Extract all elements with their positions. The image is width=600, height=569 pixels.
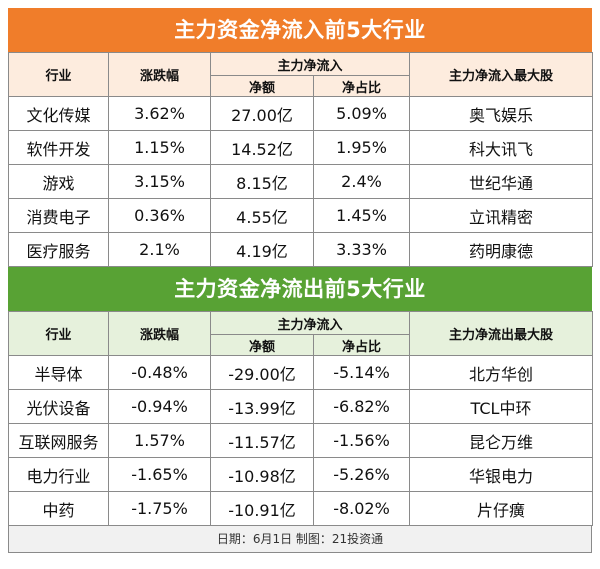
inflow-header-net-ratio: 净占比 <box>312 75 411 97</box>
net-amount-cell: 27.00亿 <box>210 96 314 131</box>
table-row: 光伏设备 -0.94% -13.99亿 -6.82% TCL中环 <box>8 389 594 424</box>
net-ratio-cell: -6.82% <box>312 389 411 424</box>
net-amount-cell: 8.15亿 <box>210 164 314 199</box>
top-stock-cell: 奥飞娱乐 <box>409 96 594 131</box>
net-ratio-cell: 3.33% <box>312 232 411 267</box>
top-stock-cell: 片仔癀 <box>409 491 594 526</box>
industry-cell: 消费电子 <box>8 198 109 233</box>
industry-cell: 游戏 <box>8 164 109 199</box>
change-cell: 3.62% <box>108 96 211 131</box>
outflow-header-top-stock: 主力净流出最大股 <box>409 311 594 356</box>
change-cell: -1.75% <box>108 491 211 526</box>
inflow-header-industry: 行业 <box>8 52 109 97</box>
table-row: 医疗服务 2.1% 4.19亿 3.33% 药明康德 <box>8 232 594 267</box>
outflow-header-net-ratio: 净占比 <box>312 334 411 356</box>
net-amount-cell: -29.00亿 <box>210 355 314 390</box>
net-amount-cell: 4.19亿 <box>210 232 314 267</box>
outflow-subheader-row: 净额 净占比 <box>9 334 593 356</box>
table-row: 软件开发 1.15% 14.52亿 1.95% 科大讯飞 <box>8 130 594 165</box>
inflow-subheader-row: 净额 净占比 <box>9 75 593 97</box>
net-ratio-cell: 1.95% <box>312 130 411 165</box>
top-stock-cell: 世纪华通 <box>409 164 594 199</box>
change-cell: -0.94% <box>108 389 211 424</box>
net-ratio-cell: 2.4% <box>312 164 411 199</box>
net-ratio-cell: -1.56% <box>312 423 411 458</box>
net-ratio-cell: -5.26% <box>312 457 411 492</box>
table-row: 半导体 -0.48% -29.00亿 -5.14% 北方华创 <box>8 355 594 390</box>
industry-cell: 半导体 <box>8 355 109 390</box>
inflow-header-row: 行业 涨跌幅 主力净流入 主力净流入最大股 <box>8 52 594 97</box>
net-amount-cell: -10.98亿 <box>210 457 314 492</box>
outflow-title: 主力资金净流出前5大行业 <box>8 267 592 311</box>
inflow-header-net-amount: 净额 <box>210 75 314 97</box>
industry-cell: 中药 <box>8 491 109 526</box>
footer-credit: 日期：6月1日 制图：21投资通 <box>8 526 592 553</box>
table-row: 消费电子 0.36% 4.55亿 1.45% 立讯精密 <box>8 198 594 233</box>
change-cell: -1.65% <box>108 457 211 492</box>
table-row: 文化传媒 3.62% 27.00亿 5.09% 奥飞娱乐 <box>8 96 594 131</box>
table-row: 游戏 3.15% 8.15亿 2.4% 世纪华通 <box>8 164 594 199</box>
change-cell: 2.1% <box>108 232 211 267</box>
outflow-header-net-amount: 净额 <box>210 334 314 356</box>
net-amount-cell: -13.99亿 <box>210 389 314 424</box>
outflow-header-row: 行业 涨跌幅 主力净流入 主力净流出最大股 <box>8 311 594 356</box>
top-stock-cell: 立讯精密 <box>409 198 594 233</box>
net-ratio-cell: 1.45% <box>312 198 411 233</box>
net-amount-cell: -11.57亿 <box>210 423 314 458</box>
top-stock-cell: TCL中环 <box>409 389 594 424</box>
change-cell: -0.48% <box>108 355 211 390</box>
inflow-header-change: 涨跌幅 <box>108 52 211 97</box>
table-row: 互联网服务 1.57% -11.57亿 -1.56% 昆仑万维 <box>8 423 594 458</box>
net-ratio-cell: -5.14% <box>312 355 411 390</box>
inflow-title: 主力资金净流入前5大行业 <box>8 8 592 52</box>
outflow-header-change: 涨跌幅 <box>108 311 211 356</box>
net-amount-cell: -10.91亿 <box>210 491 314 526</box>
report-card: 主力资金净流入前5大行业 行业 涨跌幅 主力净流入 主力净流入最大股 净额 净占… <box>8 8 594 553</box>
change-cell: 1.57% <box>108 423 211 458</box>
change-cell: 0.36% <box>108 198 211 233</box>
top-stock-cell: 华银电力 <box>409 457 594 492</box>
inflow-table: 行业 涨跌幅 主力净流入 主力净流入最大股 净额 净占比 文化传媒 3.62% … <box>8 52 594 267</box>
change-cell: 3.15% <box>108 164 211 199</box>
top-stock-cell: 科大讯飞 <box>409 130 594 165</box>
net-amount-cell: 4.55亿 <box>210 198 314 233</box>
industry-cell: 光伏设备 <box>8 389 109 424</box>
inflow-header-top-stock: 主力净流入最大股 <box>409 52 594 97</box>
table-row: 中药 -1.75% -10.91亿 -8.02% 片仔癀 <box>8 491 594 526</box>
top-stock-cell: 北方华创 <box>409 355 594 390</box>
table-row: 电力行业 -1.65% -10.98亿 -5.26% 华银电力 <box>8 457 594 492</box>
industry-cell: 文化传媒 <box>8 96 109 131</box>
industry-cell: 医疗服务 <box>8 232 109 267</box>
net-amount-cell: 14.52亿 <box>210 130 314 165</box>
outflow-table: 行业 涨跌幅 主力净流入 主力净流出最大股 净额 净占比 半导体 -0.48% … <box>8 311 594 526</box>
industry-cell: 互联网服务 <box>8 423 109 458</box>
change-cell: 1.15% <box>108 130 211 165</box>
industry-cell: 电力行业 <box>8 457 109 492</box>
outflow-header-industry: 行业 <box>8 311 109 356</box>
outflow-header-main-flow: 主力净流入 <box>209 311 411 335</box>
inflow-header-main-flow: 主力净流入 <box>209 52 411 76</box>
top-stock-cell: 药明康德 <box>409 232 594 267</box>
industry-cell: 软件开发 <box>8 130 109 165</box>
net-ratio-cell: 5.09% <box>312 96 411 131</box>
net-ratio-cell: -8.02% <box>312 491 411 526</box>
top-stock-cell: 昆仑万维 <box>409 423 594 458</box>
